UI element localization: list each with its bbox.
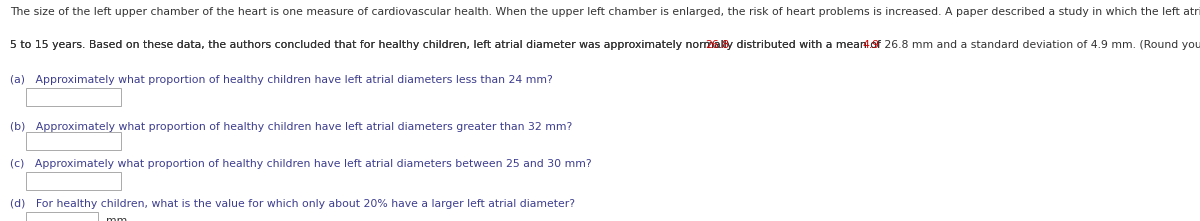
- Bar: [26, 132, 121, 150]
- Bar: [26, 88, 121, 106]
- Text: 5 to 15 years. Based on these data, the authors concluded that for healthy child: 5 to 15 years. Based on these data, the …: [10, 40, 884, 50]
- Bar: [26, 212, 98, 221]
- Bar: [26, 172, 121, 190]
- Text: (a)   Approximately what proportion of healthy children have left atrial diamete: (a) Approximately what proportion of hea…: [10, 75, 552, 85]
- Text: 4.9: 4.9: [862, 40, 880, 50]
- Text: (b)   Approximately what proportion of healthy children have left atrial diamete: (b) Approximately what proportion of hea…: [10, 122, 572, 131]
- Text: (c)   Approximately what proportion of healthy children have left atrial diamete: (c) Approximately what proportion of hea…: [10, 159, 592, 169]
- Text: (d)   For healthy children, what is the value for which only about 20% have a la: (d) For healthy children, what is the va…: [10, 199, 575, 209]
- Text: 5 to 15 years. Based on these data, the authors concluded that for healthy child: 5 to 15 years. Based on these data, the …: [10, 40, 1200, 50]
- Text: The size of the left upper chamber of the heart is one measure of cardiovascular: The size of the left upper chamber of th…: [10, 7, 1200, 17]
- Text: mm: mm: [106, 216, 127, 221]
- Text: 26.8: 26.8: [706, 40, 730, 50]
